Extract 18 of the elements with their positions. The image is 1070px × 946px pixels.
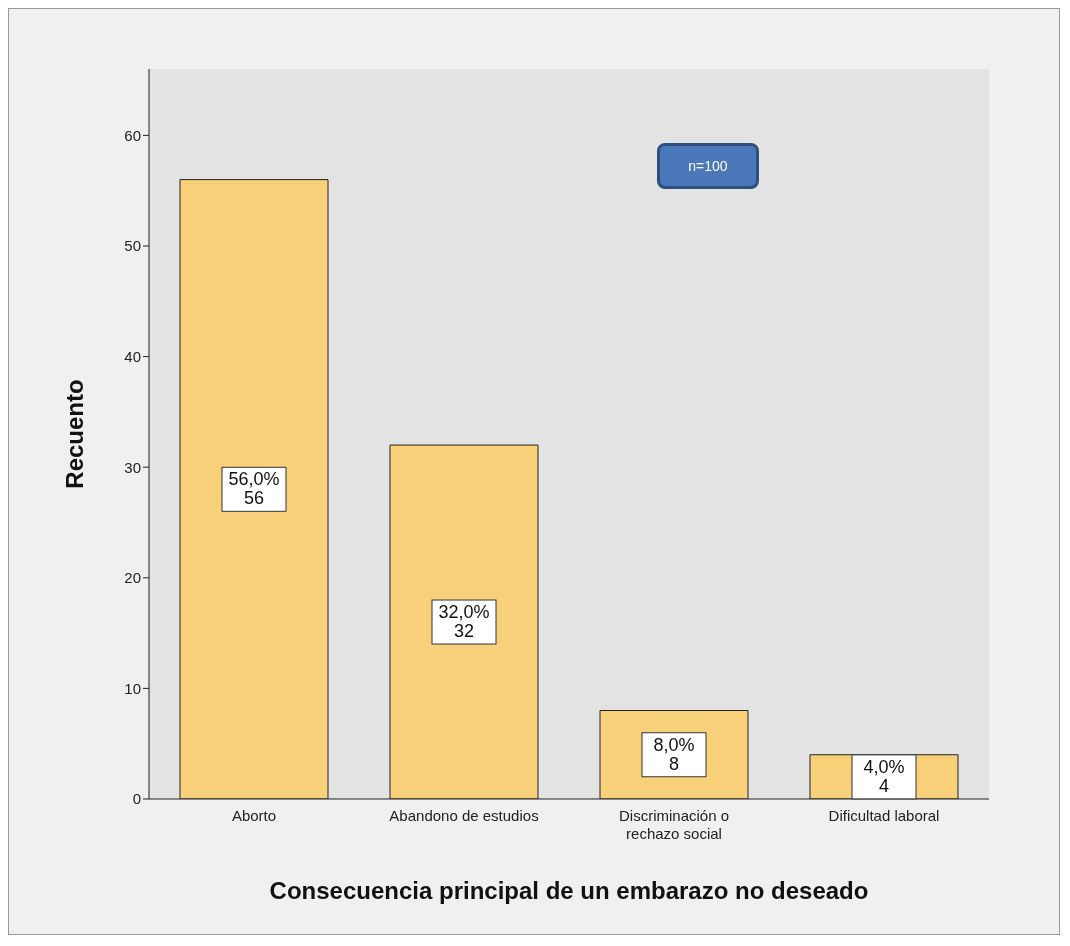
y-axis-title: Recuento [60, 379, 88, 489]
x-tick-label: Dificultad laboral [828, 807, 940, 824]
y-tick-label: 40 [124, 347, 141, 365]
x-axis-title: Consecuencia principal de un embarazo no deseado [269, 877, 869, 904]
data-label: 8,0% 8 [653, 734, 695, 774]
y-tick-label: 30 [124, 458, 141, 476]
data-label: 56,0% 56 [228, 469, 280, 509]
data-label: 32,0% 32 [438, 602, 490, 642]
note-box: n=100 [657, 143, 759, 189]
x-tick-label: Aborto [231, 807, 277, 824]
y-tick-label: 0 [132, 790, 141, 808]
x-tick-label: Discriminación o rechazo social [618, 807, 730, 842]
data-label: 4,0% 4 [863, 756, 905, 796]
y-tick-label: 20 [124, 569, 141, 587]
y-tick-label: 60 [124, 126, 141, 144]
y-tick-label: 50 [124, 237, 141, 255]
y-tick-label: 10 [124, 679, 141, 697]
x-tick-label: Abandono de estudios [389, 807, 539, 824]
